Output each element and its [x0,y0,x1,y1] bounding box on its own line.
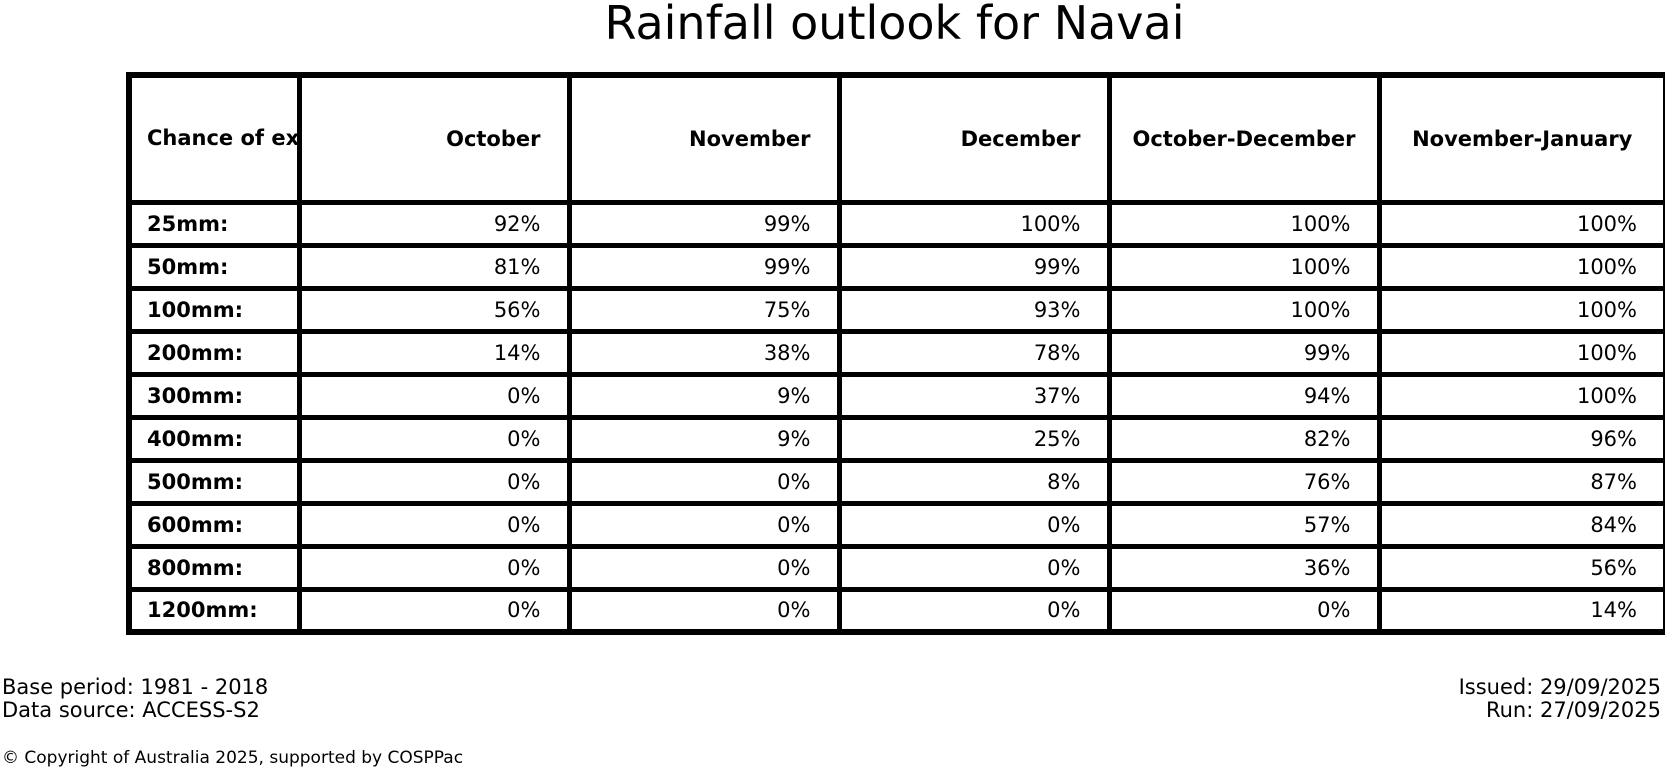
table-row-500mm: 500mm: 0% 0% 8% 76% 87% [126,457,1665,506]
column-header-october: October [296,72,572,205]
row-label: 500mm: [126,457,302,506]
table-row-100mm: 100mm: 56% 75% 93% 100% 100% [126,285,1665,334]
table-row-50mm: 50mm: 81% 99% 99% 100% 100% [126,242,1665,291]
cell-value: 100% [1106,285,1382,334]
cell-value: 92% [296,199,572,248]
cell-value: 82% [1106,414,1382,463]
cell-value: 100% [1376,242,1665,291]
cell-value: 57% [1106,500,1382,549]
cell-value: 99% [566,242,842,291]
corner-header: Chance of exceeding a threshold: [126,72,302,205]
cell-value: 36% [1106,543,1382,592]
cell-value: 0% [566,586,842,635]
cell-value: 0% [296,457,572,506]
column-header-november-january: November-January [1376,72,1665,205]
footer-metadata-left: Base period: 1981 - 2018 Data source: AC… [2,676,268,722]
row-label: 100mm: [126,285,302,334]
cell-value: 100% [836,199,1112,248]
cell-value: 0% [1106,586,1382,635]
row-label: 50mm: [126,242,302,291]
cell-value: 0% [836,543,1112,592]
column-header-november: November [566,72,842,205]
row-label: 600mm: [126,500,302,549]
cell-value: 56% [1376,543,1665,592]
cell-value: 14% [296,328,572,377]
cell-value: 96% [1376,414,1665,463]
cell-value: 81% [296,242,572,291]
table-row-600mm: 600mm: 0% 0% 0% 57% 84% [126,500,1665,549]
cell-value: 0% [296,543,572,592]
page-title: Rainfall outlook for Navai [604,0,1185,50]
table-row-400mm: 400mm: 0% 9% 25% 82% 96% [126,414,1665,463]
cell-value: 0% [566,500,842,549]
data-source-text: Data source: ACCESS-S2 [2,698,260,722]
cell-value: 93% [836,285,1112,334]
cell-value: 8% [836,457,1112,506]
rainfall-outlook-table: Chance of exceeding a threshold: October… [126,72,1665,635]
cell-value: 9% [566,371,842,420]
cell-value: 100% [1376,371,1665,420]
cell-value: 0% [296,371,572,420]
cell-value: 75% [566,285,842,334]
column-header-october-december: October-December [1106,72,1382,205]
table-row-25mm: 25mm: 92% 99% 100% 100% 100% [126,199,1665,248]
base-period-text: Base period: 1981 - 2018 [2,675,269,699]
row-label: 400mm: [126,414,302,463]
cell-value: 76% [1106,457,1382,506]
cell-value: 37% [836,371,1112,420]
run-date-text: Run: 27/09/2025 [1485,698,1661,722]
row-label: 800mm: [126,543,302,592]
cell-value: 14% [1376,586,1665,635]
cell-value: 0% [296,414,572,463]
cell-value: 0% [296,586,572,635]
cell-value: 100% [1376,285,1665,334]
table-row-200mm: 200mm: 14% 38% 78% 99% 100% [126,328,1665,377]
footer-metadata-right: Issued: 29/09/2025 Run: 27/09/2025 [1459,676,1661,722]
cell-value: 87% [1376,457,1665,506]
issued-date-text: Issued: 29/09/2025 [1458,675,1661,699]
cell-value: 100% [1376,199,1665,248]
cell-value: 100% [1106,242,1382,291]
column-header-december: December [836,72,1112,205]
cell-value: 0% [836,500,1112,549]
cell-value: 78% [836,328,1112,377]
row-label: 1200mm: [126,586,302,635]
table-header-row: Chance of exceeding a threshold: October… [126,72,1665,205]
cell-value: 100% [1106,199,1382,248]
table-row-1200mm: 1200mm: 0% 0% 0% 0% 14% [126,586,1665,635]
cell-value: 94% [1106,371,1382,420]
cell-value: 100% [1376,328,1665,377]
table-row-300mm: 300mm: 0% 9% 37% 94% 100% [126,371,1665,420]
cell-value: 9% [566,414,842,463]
cell-value: 84% [1376,500,1665,549]
cell-value: 0% [566,543,842,592]
cell-value: 25% [836,414,1112,463]
cell-value: 99% [836,242,1112,291]
cell-value: 56% [296,285,572,334]
copyright-text: © Copyright of Australia 2025, supported… [2,748,464,768]
row-label: 200mm: [126,328,302,377]
cell-value: 0% [566,457,842,506]
row-label: 300mm: [126,371,302,420]
table-row-800mm: 800mm: 0% 0% 0% 36% 56% [126,543,1665,592]
cell-value: 99% [1106,328,1382,377]
cell-value: 99% [566,199,842,248]
cell-value: 38% [566,328,842,377]
cell-value: 0% [296,500,572,549]
row-label: 25mm: [126,199,302,248]
cell-value: 0% [836,586,1112,635]
